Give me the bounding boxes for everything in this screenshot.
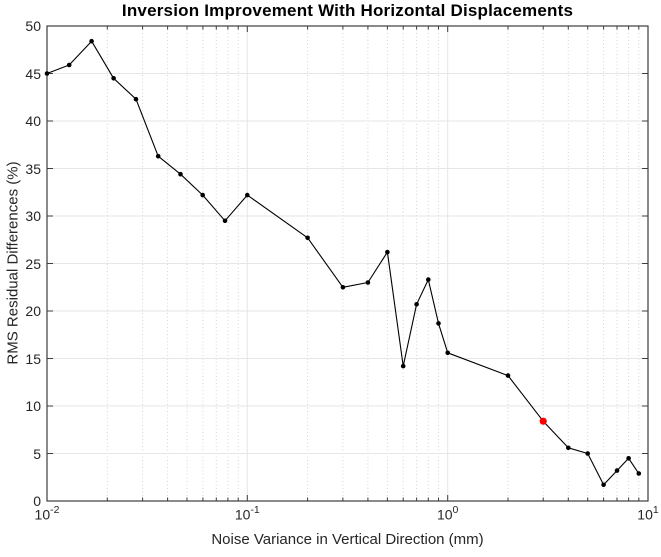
data-point	[400, 363, 406, 369]
data-point	[89, 38, 94, 44]
data-point	[305, 235, 310, 241]
data-point	[436, 321, 441, 326]
data-point	[445, 350, 451, 356]
data-point	[566, 445, 571, 451]
y-tick-label: 40	[25, 113, 41, 129]
data-point	[426, 277, 431, 282]
data-point	[66, 62, 72, 68]
data-point	[200, 192, 205, 198]
major-gridlines	[47, 26, 648, 501]
y-tick-label: 10	[25, 398, 41, 414]
y-tick-label: 5	[33, 445, 41, 462]
y-tick-label: 0	[33, 493, 41, 509]
tick-marks	[46, 25, 649, 502]
y-tick-label: 30	[25, 208, 41, 224]
data-point	[111, 76, 116, 81]
data-point	[601, 482, 606, 488]
data-point	[178, 171, 183, 177]
data-point	[385, 249, 390, 255]
chart-title: Inversion Improvement With Horizontal Di…	[121, 1, 574, 20]
data-point	[414, 302, 419, 307]
x-tick-label: 100	[436, 504, 459, 523]
highlighted-data-point	[539, 417, 547, 425]
y-tick-label: 50	[25, 18, 41, 34]
data-point	[133, 96, 139, 102]
y-tick-label: 45	[25, 65, 41, 82]
data-point	[365, 280, 371, 285]
data-point	[340, 285, 346, 290]
data-point	[585, 451, 590, 456]
y-tick-label: 20	[25, 303, 41, 319]
data-point	[44, 71, 50, 76]
data-point	[636, 471, 642, 476]
data-point	[245, 192, 250, 198]
y-tick-label: 35	[25, 160, 41, 177]
y-tick-label: 25	[25, 255, 41, 272]
data-point	[155, 153, 161, 159]
x-tick-label: 10-1	[234, 504, 260, 523]
data-point	[222, 218, 228, 224]
y-tick-label: 15	[25, 350, 41, 367]
x-axis-label: Noise Variance in Vertical Direction (mm…	[211, 531, 484, 548]
data-point	[505, 373, 511, 378]
x-tick-label: 10-2	[34, 504, 60, 523]
data-point	[626, 456, 631, 461]
x-tick-label: 101	[637, 504, 659, 523]
data-point	[614, 468, 620, 473]
y-axis-label: RMS Residual Differences (%)	[4, 161, 22, 365]
